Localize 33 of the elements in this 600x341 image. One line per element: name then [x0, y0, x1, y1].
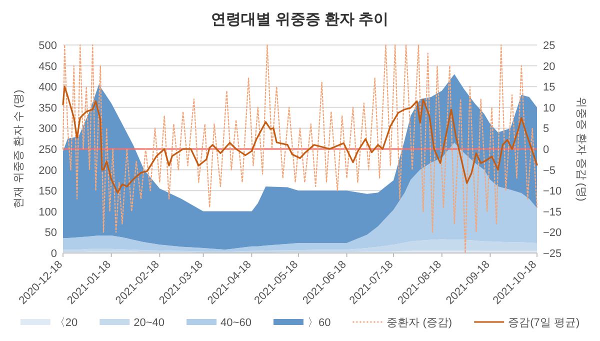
y-tick-label: 0: [50, 248, 57, 260]
legend-label: 증감(7일 평균): [508, 317, 580, 329]
y2-tick-label: 20: [543, 60, 556, 73]
y2-tick-label: −15: [543, 206, 562, 218]
y-tick-label: 350: [38, 102, 57, 114]
y2-tick-label: −10: [543, 186, 562, 198]
y2-tick-label: 0: [543, 144, 550, 156]
y-tick-label: 200: [38, 164, 57, 177]
legend-label: 40~60: [220, 317, 252, 329]
chart-title: 연령대별 위중증 환자 추이: [211, 11, 389, 28]
y-tick-label: 500: [38, 40, 57, 52]
y-tick-label: 50: [44, 227, 57, 240]
y2-tick-label: 5: [543, 123, 550, 136]
legend-label: 〈20: [54, 317, 78, 329]
y-axis-title: 현재 위중증 환자 수 (명): [13, 90, 25, 208]
legend-label: 중환자 (증감): [386, 317, 452, 329]
y-tick-label: 250: [38, 144, 57, 156]
y-tick-label: 150: [38, 186, 57, 198]
y-tick-label: 450: [38, 60, 57, 73]
y2-tick-label: −5: [543, 164, 556, 177]
line-series: [62, 44, 538, 254]
y-tick-label: 300: [38, 123, 57, 136]
y2-axis-title: 위중증 환자 증감 (명): [575, 96, 587, 202]
y2-tick-label: −25: [543, 248, 562, 260]
legend-label: 20~40: [134, 317, 165, 329]
y2-tick-label: 25: [543, 40, 556, 52]
y2-tick-label: −20: [543, 227, 562, 240]
legend-label: 〉60: [307, 317, 331, 329]
y2-tick-label: 15: [543, 82, 556, 94]
y-tick-label: 400: [38, 82, 57, 94]
line-series: [62, 86, 538, 194]
y-tick-label: 100: [38, 206, 57, 218]
y2-tick-label: 10: [543, 102, 556, 114]
